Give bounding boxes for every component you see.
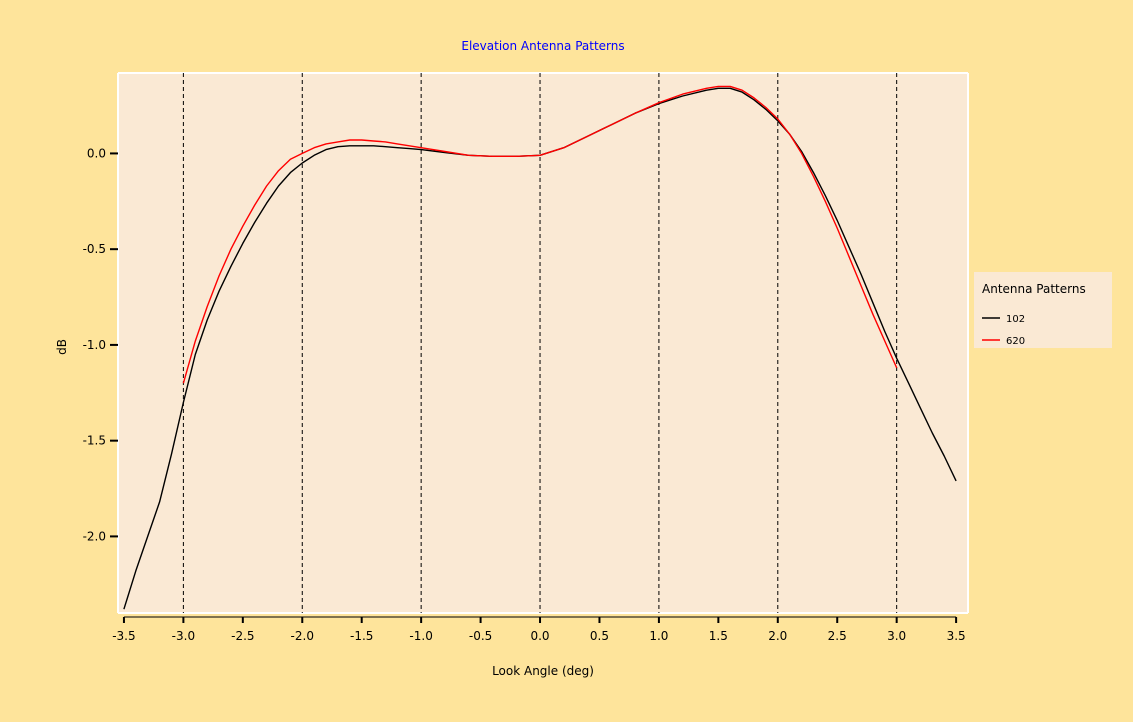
x-tick-label: -1.0 [409, 629, 432, 643]
x-tick-label: 1.5 [709, 629, 728, 643]
y-tick-label: -2.0 [83, 529, 106, 543]
x-tick-label: 3.5 [947, 629, 966, 643]
x-tick-label: -1.5 [350, 629, 373, 643]
plot-background [118, 73, 968, 613]
y-axis: 0.0 -0.5 -1.0 -1.5 -2.0 [83, 146, 118, 543]
x-tick-label: -0.5 [469, 629, 492, 643]
legend-box [974, 272, 1112, 348]
chart-title: Elevation Antenna Patterns [461, 39, 624, 53]
y-tick-label: -1.5 [83, 434, 106, 448]
series-line-620 [182, 85, 898, 384]
x-tick-label: -2.0 [291, 629, 314, 643]
x-tick-label: 0.0 [530, 629, 549, 643]
legend-title: Antenna Patterns [982, 282, 1086, 296]
x-tick-label: 1.0 [649, 629, 668, 643]
x-tick-label: 2.5 [828, 629, 847, 643]
x-tick-label: -3.5 [112, 629, 135, 643]
series-lines [123, 85, 957, 610]
legend-label-620: 620 [1006, 336, 1025, 347]
x-tick-label: 0.5 [590, 629, 609, 643]
x-tick-label: -2.5 [231, 629, 254, 643]
vertical-reference-lines [182, 73, 898, 613]
x-axis-title: Look Angle (deg) [492, 664, 594, 678]
y-tick-label: 0.0 [87, 146, 106, 160]
legend-label-102: 102 [1006, 314, 1025, 325]
y-tick-label: -1.0 [83, 338, 106, 352]
legend: Antenna Patterns 102 620 [974, 272, 1112, 348]
y-axis-title: dB [55, 339, 69, 355]
x-axis: -3.5 -3.0 -2.5 -2.0 -1.5 -1.0 -0.5 0.0 0.5 1.0 1.5… [112, 616, 966, 643]
y-tick-label: -0.5 [83, 242, 106, 256]
x-tick-label: 3.0 [887, 629, 906, 643]
x-tick-label: 2.0 [768, 629, 787, 643]
x-tick-label: -3.0 [172, 629, 195, 643]
